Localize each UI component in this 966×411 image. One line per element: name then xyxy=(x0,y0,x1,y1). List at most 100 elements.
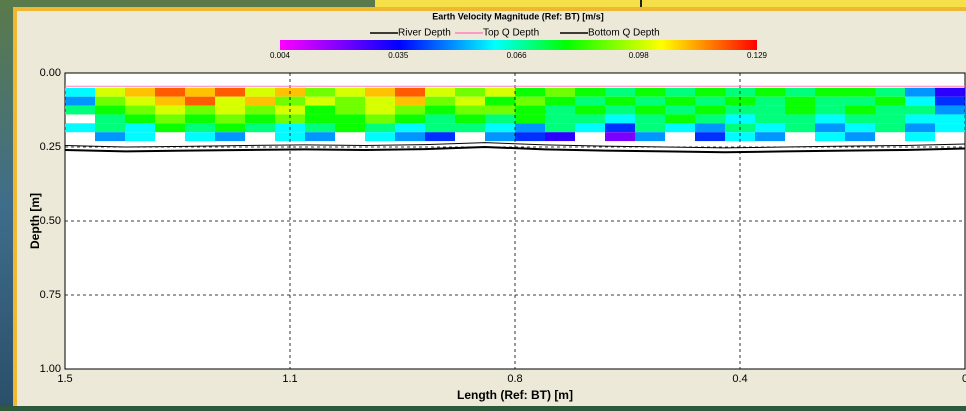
heatmap-cell xyxy=(905,87,935,97)
heatmap-cell xyxy=(845,105,875,115)
x-tick-label: 1.1 xyxy=(282,373,297,385)
heatmap-cell xyxy=(155,123,185,133)
heatmap-cell xyxy=(425,105,455,115)
heatmap-cell xyxy=(155,87,185,97)
heatmap-cell xyxy=(185,105,215,115)
heatmap-cell xyxy=(335,123,365,133)
heatmap-cell xyxy=(395,123,425,133)
heatmap-cell xyxy=(155,96,185,106)
heatmap-cell xyxy=(215,123,245,133)
depth-line xyxy=(64,142,966,149)
heatmap-cell xyxy=(455,123,485,133)
heatmap-cell xyxy=(65,123,95,133)
heatmap-cell xyxy=(545,123,575,133)
heatmap-cell xyxy=(485,114,515,124)
banner-divider xyxy=(640,0,642,10)
heatmap-cell xyxy=(365,132,395,142)
heatmap-cell xyxy=(515,132,545,142)
heatmap-cell xyxy=(485,96,515,106)
heatmap-cell xyxy=(935,96,965,106)
colorbar-tick-label: 0.129 xyxy=(747,51,768,60)
heatmap-cell xyxy=(215,114,245,124)
heatmap-cell xyxy=(455,105,485,115)
heatmap-cell xyxy=(95,96,125,106)
heatmap-cell xyxy=(125,87,155,97)
heatmap-cell xyxy=(755,105,785,115)
heatmap-cell xyxy=(155,114,185,124)
heatmap-cell xyxy=(875,105,905,115)
chart-title: Earth Velocity Magnitude (Ref: BT) [m/s] xyxy=(432,11,604,21)
depth-line xyxy=(64,145,966,154)
heatmap-cell xyxy=(635,123,665,133)
heatmap-cell xyxy=(275,132,305,142)
heatmap-cell xyxy=(845,123,875,133)
heatmap-cell xyxy=(95,105,125,115)
heatmap-cell xyxy=(125,123,155,133)
heatmap-cell xyxy=(185,96,215,106)
x-tick-label: 0.4 xyxy=(732,373,747,385)
heatmap-cell xyxy=(455,114,485,124)
heatmap-cell xyxy=(815,132,845,142)
heatmap-cell xyxy=(95,87,125,97)
heatmap-cell xyxy=(725,114,755,124)
heatmap-cell xyxy=(545,105,575,115)
heatmap-cell xyxy=(485,87,515,97)
heatmap-cell xyxy=(185,123,215,133)
x-tick-label: 0 xyxy=(962,373,966,385)
heatmap-cell xyxy=(515,87,545,97)
heatmap-cell xyxy=(425,87,455,97)
heatmap-cell xyxy=(275,96,305,106)
x-tick-label: 0.8 xyxy=(507,373,522,385)
heatmap-cell xyxy=(125,96,155,106)
colorbar-tick-label: 0.035 xyxy=(388,51,409,60)
heatmap-cell xyxy=(575,123,605,133)
legend-label: Top Q Depth xyxy=(483,28,539,39)
heatmap-cell xyxy=(935,87,965,97)
heatmap-cell xyxy=(515,105,545,115)
heatmap-cell xyxy=(245,87,275,97)
heatmap-cell xyxy=(725,96,755,106)
heatmap-cell xyxy=(815,114,845,124)
heatmap-cell xyxy=(875,96,905,106)
heatmap-cell xyxy=(215,96,245,106)
heatmap-cell xyxy=(665,114,695,124)
heatmap-cell xyxy=(455,96,485,106)
heatmap-cell xyxy=(305,96,335,106)
heatmap-cell xyxy=(515,114,545,124)
heatmap-cell xyxy=(305,132,335,142)
heatmap-cell xyxy=(395,105,425,115)
heatmap-cell xyxy=(125,105,155,115)
heatmap-cell xyxy=(425,114,455,124)
heatmap-cell xyxy=(755,87,785,97)
heatmap-cell xyxy=(455,87,485,97)
heatmap-cell xyxy=(725,132,755,142)
colorbar-tick-label: 0.066 xyxy=(507,51,528,60)
heatmap-cell xyxy=(65,87,95,97)
heatmap-cell xyxy=(65,105,95,115)
heatmap-cell xyxy=(125,132,155,142)
y-tick-label: 1.00 xyxy=(40,363,61,375)
heatmap-cell xyxy=(335,114,365,124)
heatmap-cell xyxy=(185,114,215,124)
heatmap-cell xyxy=(215,132,245,142)
heatmap-cell xyxy=(755,96,785,106)
heatmap-cell xyxy=(365,123,395,133)
heatmap-cell xyxy=(605,114,635,124)
heatmap-cell xyxy=(665,87,695,97)
heatmap-cell xyxy=(875,123,905,133)
heatmap-cell xyxy=(395,96,425,106)
heatmap-cell xyxy=(605,105,635,115)
heatmap-cell xyxy=(905,96,935,106)
heatmap-cell xyxy=(575,87,605,97)
heatmap-cell xyxy=(95,132,125,142)
heatmap-cell xyxy=(425,96,455,106)
heatmap-cell xyxy=(695,123,725,133)
heatmap-cell xyxy=(185,132,215,142)
heatmap-cell xyxy=(95,114,125,124)
heatmap-cell xyxy=(935,114,965,124)
heatmap-cell xyxy=(815,96,845,106)
heatmap-cell xyxy=(395,114,425,124)
heatmap-cell xyxy=(575,105,605,115)
heatmap-cell xyxy=(335,105,365,115)
